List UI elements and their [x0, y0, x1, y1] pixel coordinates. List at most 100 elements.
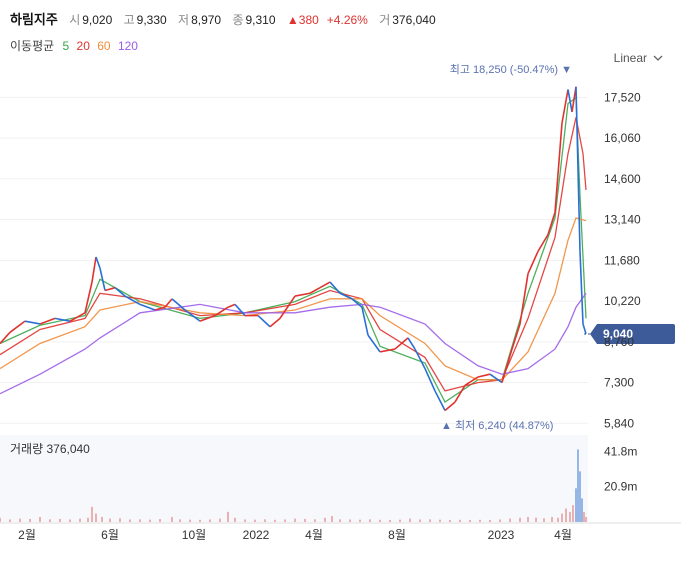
moving-average-legend[interactable]: 이동평균 5 20 60 120 — [10, 37, 142, 54]
volume-bar — [324, 517, 326, 522]
price-segment — [294, 292, 311, 297]
price-segment — [154, 306, 166, 311]
price-tick-label: 11,680 — [604, 253, 640, 267]
volume-bar — [543, 518, 545, 522]
price-segment — [454, 384, 466, 403]
price-segment — [444, 401, 456, 412]
price-segment — [171, 298, 186, 311]
volume-bar — [535, 517, 537, 522]
volume-bar — [294, 518, 296, 522]
ma-120-label: 120 — [117, 39, 138, 53]
ma-5-label: 5 — [62, 39, 70, 53]
volume-bar — [369, 519, 371, 522]
volume-bar — [59, 518, 61, 522]
price-tick-label: 13,140 — [604, 213, 641, 227]
price-segment — [0, 331, 11, 345]
open-value: 9,020 — [82, 13, 113, 27]
time-tick-label: 2022 — [243, 528, 270, 542]
price-segment — [184, 309, 201, 322]
change-up-arrow-icon: ▲ — [286, 13, 299, 27]
price-segment — [84, 281, 93, 313]
price-tick-label: 7,300 — [604, 376, 634, 390]
volume-bar — [581, 498, 583, 522]
change-value: 380 — [298, 13, 319, 27]
price-segment — [575, 86, 581, 252]
price-segment — [164, 298, 173, 308]
ma-120-line — [0, 292, 587, 395]
volume-bar — [579, 471, 581, 522]
price-segment — [351, 298, 363, 308]
time-tick-label: 8월 — [388, 528, 406, 542]
price-segment — [9, 320, 26, 333]
price-segment — [124, 295, 141, 306]
volume-bar — [339, 519, 341, 522]
price-segment — [54, 317, 71, 322]
volume-bar — [439, 519, 441, 522]
time-tick-label: 4월 — [305, 528, 323, 542]
volume-panel-title: 거래량 — [10, 442, 44, 456]
close-label: 종 — [232, 13, 244, 27]
price-segment — [367, 334, 381, 353]
volume-bar — [585, 516, 587, 522]
price-segment — [537, 234, 549, 252]
volume-bar — [359, 519, 361, 522]
volume-bar — [565, 508, 567, 522]
volume-bar — [429, 519, 431, 522]
price-tick-label: 8,760 — [604, 335, 634, 349]
price-segment — [489, 373, 503, 384]
price-segment — [379, 348, 396, 353]
low-label: 저 — [178, 13, 190, 27]
volume-bar — [469, 519, 471, 522]
volume-bar — [449, 519, 451, 522]
volume-panel-label: 거래량 376,040 — [10, 440, 90, 457]
price-segment — [309, 286, 321, 294]
scale-mode-label: Linear — [613, 51, 647, 65]
price-segment — [571, 86, 577, 112]
scale-selector[interactable]: Linear — [614, 51, 663, 65]
volume-bar — [101, 516, 103, 522]
price-segment — [554, 122, 563, 213]
volume-bar — [129, 519, 131, 522]
price-tick-label: 16,060 — [604, 131, 641, 145]
time-tick-label: 2023 — [488, 528, 515, 542]
price-segment — [269, 317, 281, 328]
volume-bar — [219, 518, 221, 522]
volume-tick-label: 20.9m — [604, 480, 637, 494]
volume-bar — [572, 505, 574, 522]
volume-panel-value: 376,040 — [46, 442, 90, 456]
price-segment — [234, 303, 246, 317]
change-percent: +4.26% — [326, 13, 368, 27]
volume-bar — [331, 516, 333, 522]
volume-bar — [139, 519, 141, 522]
price-segment — [114, 287, 126, 297]
price-segment — [477, 373, 491, 378]
price-segment — [527, 251, 539, 275]
price-segment — [361, 307, 369, 336]
time-tick-label: 10월 — [182, 528, 206, 542]
volume-bar — [95, 513, 97, 522]
ma-20-line — [0, 117, 587, 392]
price-segment — [561, 89, 569, 124]
volume-bar — [19, 518, 21, 522]
volume-bar — [244, 519, 246, 522]
price-segment — [257, 314, 271, 328]
time-tick-label: 6월 — [101, 528, 119, 542]
chevron-down-icon — [653, 55, 663, 61]
volume-bar — [91, 506, 93, 522]
price-tick-label: 14,600 — [604, 172, 641, 186]
ma-5-line — [0, 96, 587, 404]
volume-bar — [459, 519, 461, 522]
price-segment — [69, 312, 86, 322]
price-segment — [511, 323, 521, 350]
volume-bar — [479, 519, 481, 522]
current-price-badge — [590, 324, 675, 344]
volume-bar — [314, 519, 316, 522]
price-segment — [139, 303, 156, 311]
close-value: 9,310 — [245, 13, 276, 27]
ma-60-label: 60 — [97, 39, 111, 53]
price-tick-label: 10,220 — [604, 294, 641, 308]
volume-bar — [264, 519, 266, 522]
volume-bar — [551, 516, 553, 522]
volume-bar — [489, 519, 491, 522]
volume-tick-label: 41.8m — [604, 444, 637, 458]
